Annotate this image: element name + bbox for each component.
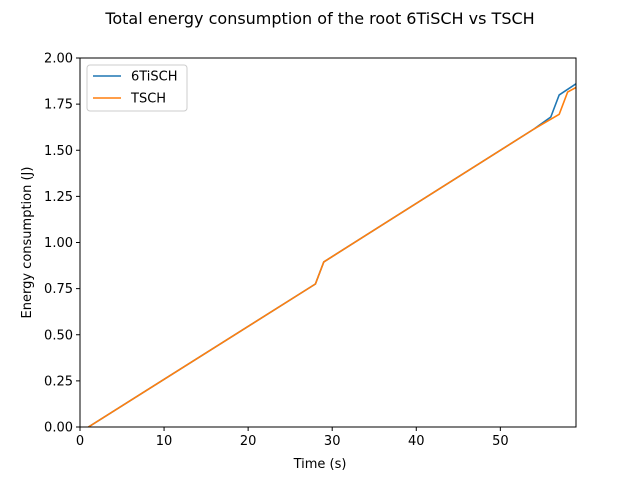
y-tick-label: 1.75 (44, 98, 73, 113)
legend: 6TiSCH TSCH (86, 64, 188, 112)
series-line-tsch (87, 86, 576, 427)
x-tick-label: 0 (76, 434, 84, 449)
plot-frame (79, 57, 577, 428)
y-tick-label: 2.00 (44, 52, 73, 67)
x-axis-label: Time (s) (293, 457, 347, 472)
x-tick-label: 10 (156, 434, 173, 449)
series-layer (87, 83, 576, 427)
y-tick-label: 0.50 (44, 328, 73, 343)
chart-title: Total energy consumption of the root 6Ti… (104, 9, 534, 28)
y-tick-label: 0.00 (44, 421, 73, 436)
x-tick-label: 30 (324, 434, 341, 449)
x-tick-label: 20 (240, 434, 257, 449)
x-axis-ticks: 0 10 20 30 40 50 (76, 427, 509, 449)
x-tick-label: 40 (408, 434, 425, 449)
y-tick-label: 0.75 (44, 282, 73, 297)
y-axis-ticks: 0.00 0.25 0.50 0.75 1.00 1.25 1.50 1.75 2.00 (44, 52, 80, 436)
legend-label: TSCH (130, 92, 166, 107)
legend-items: 6TiSCH TSCH (93, 70, 178, 107)
y-axis-label: Energy consumption (J) (20, 167, 35, 319)
y-tick-label: 1.50 (44, 144, 73, 159)
y-tick-label: 0.25 (44, 374, 73, 389)
y-tick-label: 1.25 (44, 190, 73, 205)
legend-label: 6TiSCH (131, 70, 178, 85)
x-tick-label: 50 (492, 434, 509, 449)
y-tick-label: 1.00 (44, 236, 73, 251)
